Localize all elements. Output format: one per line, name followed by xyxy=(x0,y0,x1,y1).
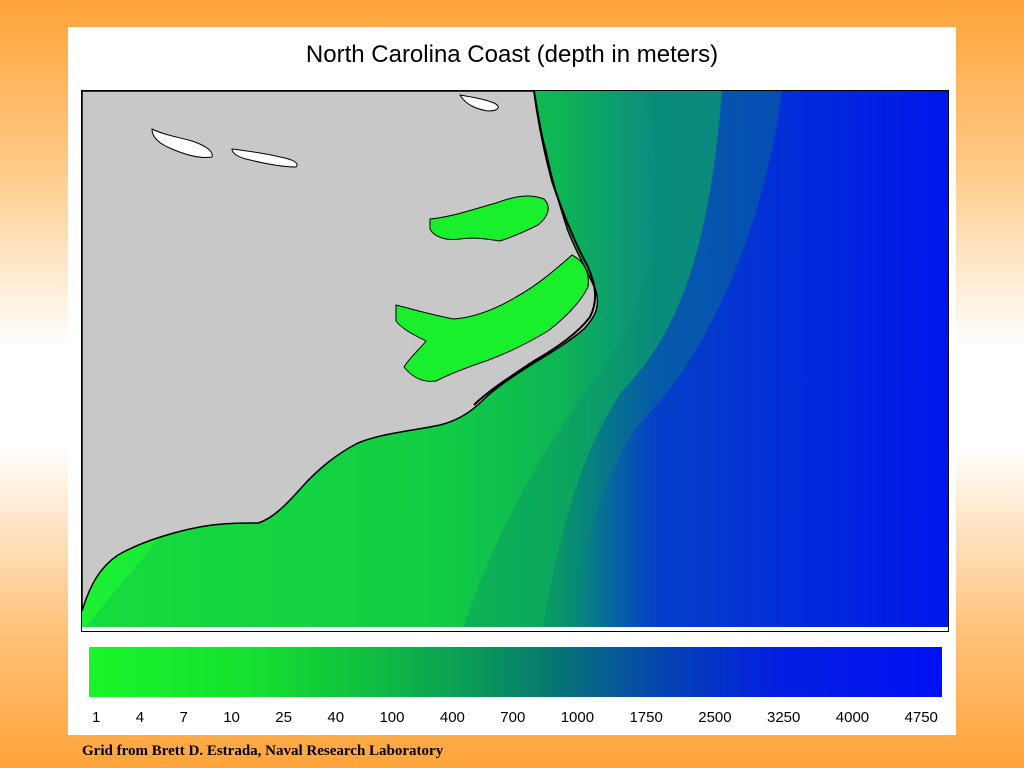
continental-slope xyxy=(462,91,782,631)
legend-tick: 1 xyxy=(92,709,101,726)
outer-banks xyxy=(473,91,596,406)
legend-tick: 40 xyxy=(327,709,345,726)
legend-tick: 1750 xyxy=(629,709,663,726)
legend-tick: 4 xyxy=(135,709,145,726)
inland-lake-3 xyxy=(459,94,499,112)
legend-tick: 10 xyxy=(223,709,240,726)
legend-tick: 3250 xyxy=(767,709,801,726)
map-canvas xyxy=(82,91,948,631)
map-bottom-edge xyxy=(82,627,948,631)
legend-tick: 400 xyxy=(439,709,465,726)
legend-tick: 2500 xyxy=(698,709,732,726)
legend-tick: 7 xyxy=(179,709,188,726)
depth-map xyxy=(81,90,949,632)
legend-ticks: 1 4 7 10 25 40 100 400 700 1000 1750 250… xyxy=(92,709,938,729)
inland-lake-1 xyxy=(151,128,213,158)
source-credit: Grid from Brett D. Estrada, Naval Resear… xyxy=(82,743,444,759)
figure-panel: North Carolina Coast (depth in meters) xyxy=(68,27,956,735)
legend-tick: 100 xyxy=(379,709,405,726)
inland-lake-2 xyxy=(231,148,298,168)
legend-tick: 1000 xyxy=(560,709,595,726)
map-title: North Carolina Coast (depth in meters) xyxy=(305,41,719,68)
depth-color-bar xyxy=(89,647,942,697)
albemarle-sound xyxy=(429,195,549,242)
legend-tick: 4750 xyxy=(904,709,938,726)
legend-tick: 700 xyxy=(500,709,526,726)
legend-tick: 4000 xyxy=(835,709,870,726)
pamlico-sound xyxy=(395,254,589,382)
legend-tick: 25 xyxy=(275,709,292,726)
